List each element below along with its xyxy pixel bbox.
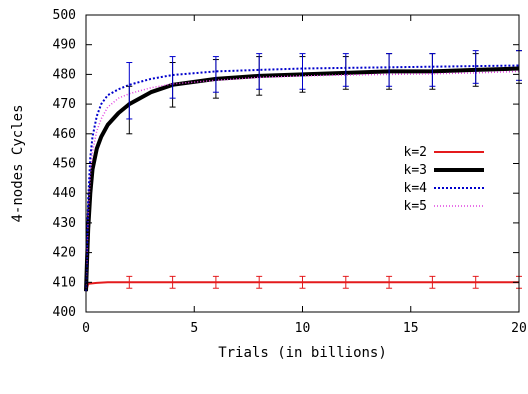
series-line-k3	[84, 66, 520, 292]
x-tick-label: 10	[295, 321, 311, 336]
y-tick-label: 470	[53, 97, 76, 112]
x-tick-label: 20	[511, 321, 527, 336]
x-tick-label: 0	[82, 321, 90, 336]
x-axis-label: Trials (in billions)	[218, 345, 387, 361]
series-line-k4	[85, 64, 520, 292]
tick-layer: 0 5 10 15 20 400 410 420 430 440 450 460 470 480 490 50…	[53, 8, 527, 336]
legend-label-k2: k=2	[404, 145, 427, 160]
y-tick-label: 420	[53, 246, 76, 261]
y-tick-label: 500	[53, 8, 76, 23]
y-tick-label: 450	[53, 157, 76, 172]
y-tick-label: 460	[53, 127, 76, 142]
y-tick-label: 410	[53, 275, 76, 290]
legend: k=2 k=3 k=4 k=5	[404, 145, 484, 214]
errorbar-layer	[126, 50, 522, 289]
y-tick-label: 440	[53, 186, 76, 201]
y-tick-label: 430	[53, 216, 76, 231]
series-layer	[84, 64, 520, 292]
y-tick-label: 480	[53, 67, 76, 82]
y-tick-label: 400	[53, 305, 76, 320]
legend-label-k3: k=3	[404, 163, 427, 178]
series-line-k2	[85, 281, 519, 292]
y-tick-label: 490	[53, 38, 76, 53]
legend-label-k4: k=4	[404, 181, 428, 196]
y-axis-label: 4-nodes Cycles	[10, 104, 26, 222]
x-tick-label: 5	[190, 321, 198, 336]
legend-label-k5: k=5	[404, 199, 427, 214]
x-tick-label: 15	[403, 321, 419, 336]
series-line-k5	[85, 70, 520, 292]
